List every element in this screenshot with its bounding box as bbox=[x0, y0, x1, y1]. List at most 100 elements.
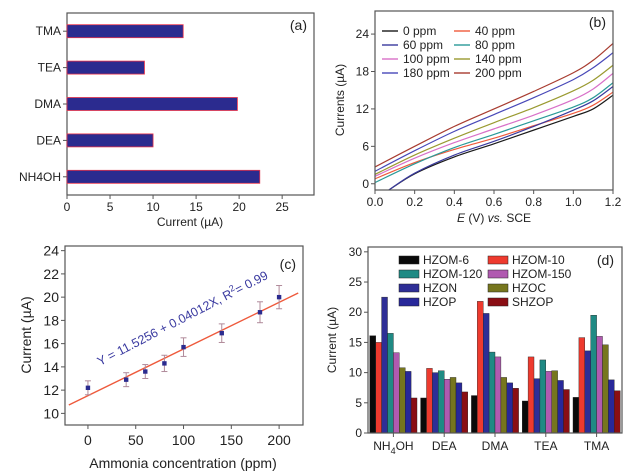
legend-label: 40 ppm bbox=[475, 24, 515, 38]
y-tick-label: 25 bbox=[349, 275, 363, 289]
x-tick-label: 1.2 bbox=[605, 195, 622, 209]
x-tick-label: 0.4 bbox=[446, 195, 463, 209]
bar-nh4oh-hzon bbox=[381, 296, 388, 434]
legend-label: 80 ppm bbox=[475, 38, 515, 52]
x-tick-label: 50 bbox=[128, 432, 144, 448]
bar-dea-hzom-6 bbox=[420, 397, 427, 434]
x-tick-label: 0.8 bbox=[525, 195, 542, 209]
y-tick-label: NH4OH bbox=[19, 170, 61, 184]
x-tick-label-rest: OH bbox=[396, 439, 414, 453]
x-tick-label: 0.2 bbox=[406, 195, 423, 209]
x-tick-label: NH4OH bbox=[373, 439, 413, 456]
y-tick-label: 10 bbox=[349, 366, 363, 380]
y-tick-label: 20 bbox=[349, 305, 363, 319]
x-tick-label: 25 bbox=[275, 200, 289, 214]
y-tick-label: 12 bbox=[356, 102, 370, 116]
bar-tea bbox=[66, 60, 145, 75]
x-tick-label-main: DMA bbox=[482, 439, 509, 453]
legend-label: HZOM-6 bbox=[423, 253, 469, 267]
legend-swatch bbox=[487, 255, 509, 265]
bar-tma bbox=[66, 24, 184, 39]
x-tick-label: 0.0 bbox=[367, 195, 384, 209]
bar-tea-hzop bbox=[557, 380, 564, 434]
x-tick-label: DMA bbox=[482, 439, 509, 453]
x-tick-label-main: TMA bbox=[584, 439, 609, 453]
bar-tea-shzop bbox=[563, 389, 570, 434]
y-tick-label: TEA bbox=[38, 61, 61, 75]
bar-dea-hzop bbox=[455, 382, 463, 434]
fit-equation-annotation: Y = 11.5256 + 0.04012X, R2= 0.99 bbox=[94, 266, 270, 368]
bar-tma-shzop bbox=[614, 390, 621, 434]
data-point bbox=[143, 369, 148, 374]
legend-label: HZOM-120 bbox=[423, 267, 483, 281]
legend-label: HZOM-10 bbox=[512, 253, 565, 267]
x-tick-label: TMA bbox=[584, 439, 609, 453]
bar-dma bbox=[66, 97, 238, 111]
legend-swatch bbox=[487, 269, 509, 279]
data-point bbox=[85, 385, 91, 391]
bar-dea-hzoc bbox=[449, 377, 457, 434]
y-tick-label: 10 bbox=[43, 405, 59, 421]
panel-a-horizontal-bar-chart: 0 5 10 15 20 25 NH4OH DEA DMA TEA TMA (a) Current… bbox=[19, 12, 315, 229]
panel-c-ylabel: Current (µA) bbox=[18, 296, 34, 373]
x-tick-label: TEA bbox=[534, 439, 557, 453]
panel-b-ylabel: Currents (µA) bbox=[333, 64, 347, 136]
bar-tea-hzom-10 bbox=[527, 356, 535, 434]
bar-dea-hzom-150 bbox=[444, 379, 451, 434]
bar-nh4oh-hzom-6 bbox=[369, 335, 376, 434]
line-140-ppm bbox=[375, 64, 613, 175]
y-tick-label: 30 bbox=[349, 245, 363, 259]
x-tick-label-main: DEA bbox=[432, 439, 457, 453]
bar-tma-hzom-10 bbox=[578, 337, 586, 434]
legend-swatch bbox=[398, 269, 420, 279]
bar-tma-hzoc bbox=[602, 344, 609, 434]
y-tick-label: 24 bbox=[356, 27, 370, 41]
data-point bbox=[257, 310, 263, 315]
y-tick-label: TMA bbox=[36, 24, 61, 38]
y-tick-label: 22 bbox=[43, 266, 59, 282]
x-tick-label: 200 bbox=[267, 432, 291, 448]
panel-d-ylabel: Current (µA) bbox=[325, 307, 339, 373]
panel-b-label: (b) bbox=[589, 14, 606, 30]
y-tick-label: 6 bbox=[362, 139, 369, 153]
panel-d-label: (d) bbox=[597, 252, 614, 268]
x-tick-label: 15 bbox=[189, 200, 203, 214]
bar-dma-hzon bbox=[483, 313, 490, 434]
legend-label: SHZOP bbox=[512, 295, 553, 309]
line-180-ppm bbox=[375, 52, 613, 172]
bar-nh4oh-hzoc bbox=[399, 367, 406, 434]
x-tick-label: 0.6 bbox=[486, 195, 503, 209]
line-40-ppm bbox=[375, 91, 613, 180]
legend-swatch bbox=[398, 297, 420, 307]
y-tick-label: 14 bbox=[43, 359, 59, 375]
x-tick-label: 5 bbox=[107, 200, 114, 214]
x-tick-label-main: NH bbox=[373, 439, 390, 453]
bar-tea-hzom-150 bbox=[545, 371, 552, 434]
bar-nh4oh bbox=[66, 169, 261, 184]
y-tick-label: 18 bbox=[43, 312, 59, 328]
bar-tma-hzon bbox=[584, 350, 591, 434]
y-tick-label: 16 bbox=[43, 336, 59, 352]
y-tick-label: 0 bbox=[362, 177, 369, 191]
x-tick-label: DEA bbox=[432, 439, 457, 453]
bar-tma-hzom-150 bbox=[596, 336, 603, 434]
bar-dma-hzop bbox=[506, 382, 513, 434]
x-tick-label: 10 bbox=[146, 200, 160, 214]
bar-dma-hzom-120 bbox=[488, 351, 496, 434]
panel-c-xlabel: Ammonia concentration (ppm) bbox=[89, 455, 277, 471]
y-tick-label: 15 bbox=[349, 335, 363, 349]
legend-label: 200 ppm bbox=[475, 66, 522, 80]
line-60-ppm bbox=[388, 85, 613, 190]
panel-a-label: (a) bbox=[290, 17, 307, 33]
bar-tea-hzom-6 bbox=[522, 400, 529, 434]
legend-label: HZON bbox=[423, 281, 457, 295]
bar-dea-hzon bbox=[432, 372, 439, 434]
legend-label: 100 ppm bbox=[403, 52, 450, 66]
x-tick-label: 0 bbox=[64, 200, 71, 214]
bar-dea-hzom-10 bbox=[426, 368, 433, 434]
data-point bbox=[219, 330, 224, 336]
y-tick-label: 5 bbox=[355, 396, 362, 410]
data-point bbox=[123, 377, 129, 382]
